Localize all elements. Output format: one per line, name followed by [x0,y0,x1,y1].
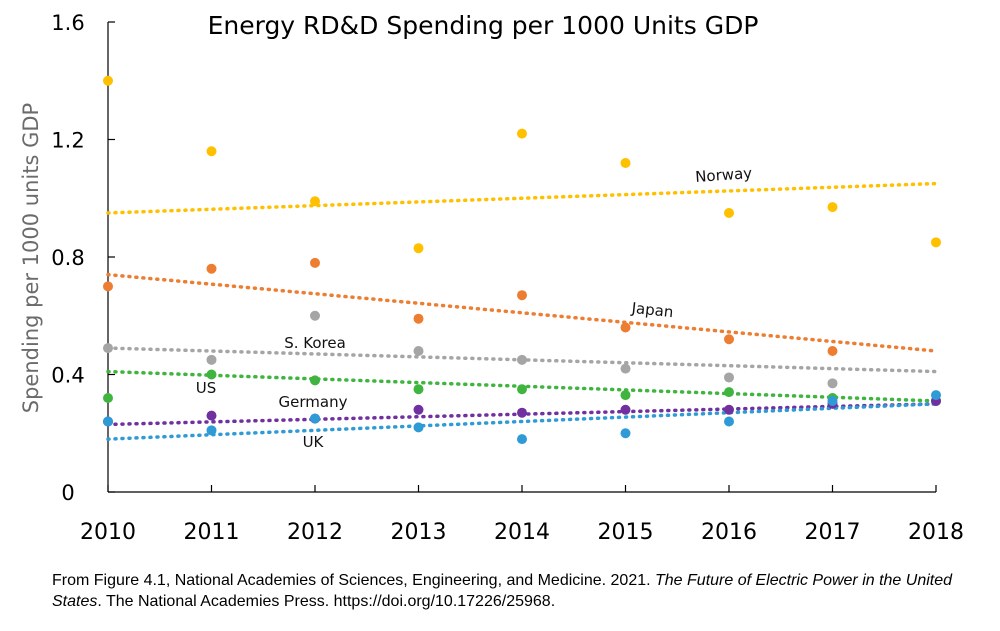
series-label: S. Korea [284,334,346,352]
x-tick-label: 2015 [598,520,654,545]
data-point [206,410,217,421]
data-point [413,346,424,356]
data-point [310,310,320,321]
data-point [310,375,320,386]
trend-line [106,181,938,215]
data-point [620,158,631,168]
series-labels: Norway Japan S. Korea US Germany UK [196,164,753,451]
x-tick-label: 2016 [701,520,757,545]
data-point [103,75,113,86]
y-tick-label: 1.6 [51,11,84,35]
trend-lines [106,181,938,441]
data-point [517,434,527,445]
data-point [206,263,217,274]
data-point [620,322,631,333]
data-point [724,416,734,427]
trend-line [106,402,938,441]
trend-line [106,272,938,353]
y-tick-label: 1.2 [51,129,84,153]
x-tick-label: 2017 [805,520,861,545]
data-point [724,387,734,398]
caption-suffix: . The National Academies Press. https://… [97,593,556,610]
x-tick-label: 2018 [908,520,964,545]
y-tick-label: 0.4 [51,364,84,388]
data-point [620,390,631,401]
data-point [517,290,527,301]
data-point [413,384,424,395]
series-label: US [196,379,217,397]
data-point [206,425,217,436]
y-axis-label: Spending per 1000 units GDP [19,103,43,413]
data-point [413,422,424,433]
series-label: UK [303,433,325,451]
data-point [413,243,424,254]
x-tick-label: 2013 [391,520,447,545]
chart: Energy RD&D Spending per 1000 Units GDP … [19,11,964,545]
series-label: Germany [279,393,348,411]
data-point [103,281,113,292]
data-point [517,384,527,395]
axes: 0 0.4 0.8 1.2 1.6 2010 2011 2012 2013 2014 2015 201… [51,11,964,545]
data-point [413,313,424,324]
data-point [620,404,631,415]
x-tick-label: 2010 [80,520,136,545]
data-point [103,416,113,427]
series-label: Japan [630,299,674,321]
data-point [620,363,631,374]
chart-title: Energy RD&D Spending per 1000 Units GDP [208,11,759,40]
data-point [827,395,838,406]
figure-caption: From Figure 4.1, National Academies of S… [52,570,982,612]
data-point [413,404,424,415]
caption-prefix: From Figure 4.1, National Academies of S… [52,572,655,589]
data-point [620,428,631,439]
x-tick-label: 2011 [184,520,240,545]
x-tick-label: 2014 [494,520,550,545]
data-point [206,146,217,157]
data-point [310,413,320,424]
data-point [103,343,113,354]
data-point [103,393,113,403]
series-label: Norway [695,164,753,186]
data-point [827,378,838,389]
data-point [206,354,217,365]
data-point [931,390,941,401]
data-point [724,207,734,218]
data-point [517,354,527,365]
data-point [724,372,734,383]
data-point [827,202,838,213]
data-point [206,369,217,380]
caption-book-title: The Future of Electric Power in the Unit… [52,572,953,610]
data-point [310,196,320,207]
data-point [310,257,320,268]
data-point [517,128,527,139]
y-tick-label: 0 [61,481,74,505]
y-tick-label: 0.8 [51,246,84,270]
data-point [517,407,527,418]
data-point [724,404,734,415]
data-points [103,75,941,445]
x-tick-label: 2012 [287,520,343,545]
data-point [724,334,734,345]
data-point [827,346,838,356]
data-point [931,237,941,248]
